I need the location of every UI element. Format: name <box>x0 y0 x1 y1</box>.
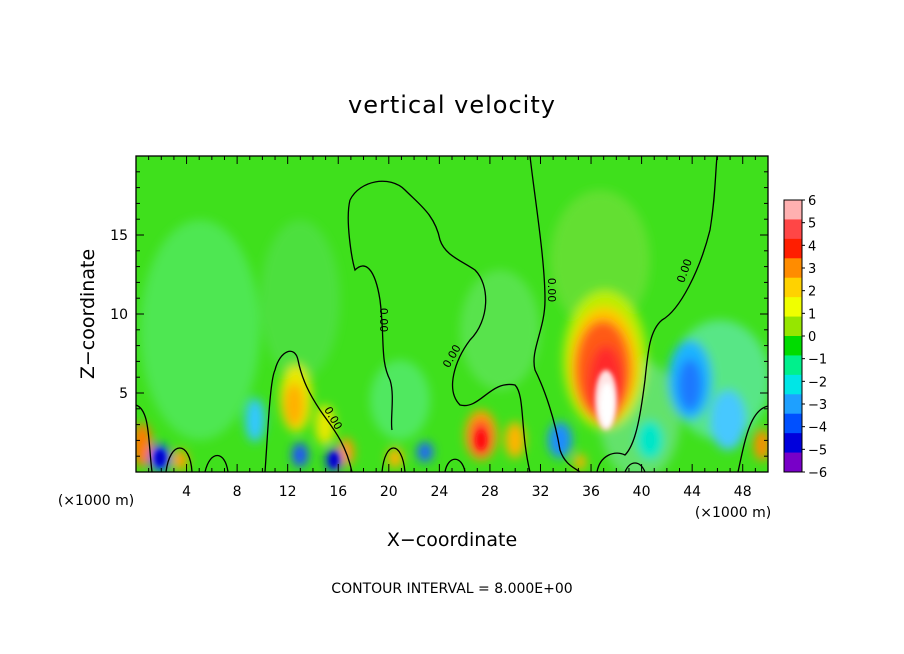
colorbar-label: −3 <box>808 398 827 413</box>
colorbar-swatch <box>784 413 802 434</box>
x-axis-label: X−coordinate <box>387 529 517 551</box>
colorbar-swatch <box>784 258 802 279</box>
contour-interval-note: CONTOUR INTERVAL = 8.000E+00 <box>331 581 572 597</box>
x-axis: 4 8 12 16 20 24 28 32 36 40 44 48 <box>148 156 756 500</box>
colorbar-label: −5 <box>808 443 827 458</box>
x-tick-label: 4 <box>182 484 191 500</box>
y-tick-label: 5 <box>119 386 128 402</box>
colorbar-swatch <box>784 374 802 395</box>
colorbar-swatch <box>784 297 802 318</box>
x-tick-label: 40 <box>633 484 651 500</box>
contour-label: 0.00 <box>377 308 390 333</box>
x-tick-label: 44 <box>683 484 701 500</box>
y-tick-label: 10 <box>110 307 128 323</box>
colorbar-label: 2 <box>808 285 816 300</box>
field-shading <box>136 190 768 472</box>
x-tick-label: 36 <box>582 484 600 500</box>
colorbar-swatch <box>784 219 802 240</box>
colorbar-swatch <box>784 238 802 259</box>
colorbar-label: −1 <box>808 353 827 368</box>
colorbar-label: 1 <box>808 307 816 322</box>
colorbar-label: −6 <box>808 466 827 481</box>
y-axis: 5 10 15 <box>110 171 768 457</box>
colorbar-swatch <box>784 433 802 454</box>
colorbar: 6 5 4 3 2 1 0 −1 −2 −3 −4 −5 −6 <box>783 194 827 481</box>
x-unit-left: (×1000 m) <box>58 493 134 509</box>
zero-contours <box>136 156 768 472</box>
x-tick-label: 28 <box>481 484 499 500</box>
colorbar-label: 5 <box>808 217 816 232</box>
colorbar-swatch <box>784 355 802 376</box>
colorbar-label: 3 <box>808 262 816 277</box>
colorbar-label: 4 <box>808 239 816 254</box>
x-tick-label: 8 <box>233 484 242 500</box>
plot-area: 0.00 0.00 0.00 0.00 0.00 <box>136 156 768 472</box>
x-tick-label: 24 <box>430 484 448 500</box>
x-tick-label: 48 <box>734 484 752 500</box>
colorbar-swatch <box>784 316 802 337</box>
x-tick-label: 12 <box>279 484 297 500</box>
contour-label: 0.00 <box>545 278 558 303</box>
colorbar-label: 6 <box>808 194 816 209</box>
x-tick-label: 32 <box>532 484 550 500</box>
y-axis-label: Z−coordinate <box>77 249 99 379</box>
chart-title: vertical velocity <box>348 91 556 119</box>
colorbar-label: 0 <box>808 330 816 345</box>
x-tick-label: 16 <box>329 484 347 500</box>
colorbar-swatch <box>784 394 802 415</box>
x-tick-label: 20 <box>380 484 398 500</box>
colorbar-swatch <box>784 452 802 473</box>
colorbar-swatch <box>784 277 802 298</box>
colorbar-label: −2 <box>808 375 827 390</box>
colorbar-label: −4 <box>808 421 827 436</box>
colorbar-swatch <box>784 336 802 356</box>
y-tick-label: 15 <box>110 228 128 244</box>
colorbar-swatch <box>784 200 802 220</box>
x-unit-right: (×1000 m) <box>695 505 771 521</box>
